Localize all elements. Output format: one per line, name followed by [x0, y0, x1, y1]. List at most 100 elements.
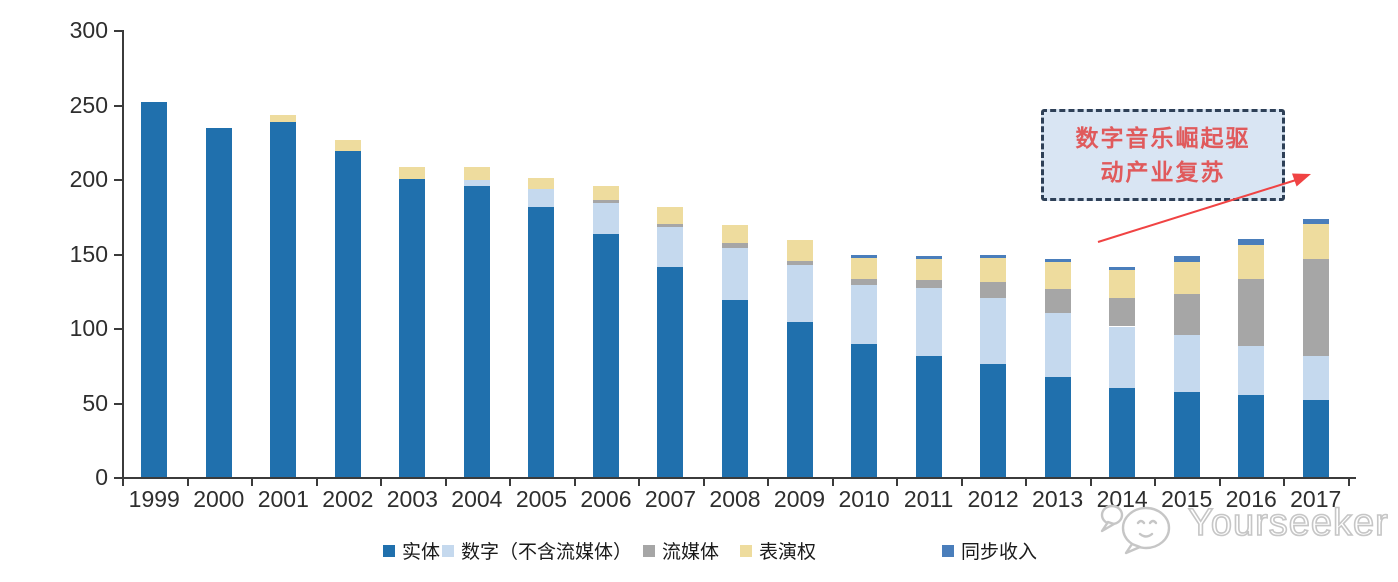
- bar-segment: [528, 189, 555, 208]
- x-tick: [638, 479, 641, 486]
- legend-label: 数字（不含流媒体）: [461, 542, 633, 563]
- y-tick: [114, 30, 122, 32]
- bar-segment: [722, 225, 748, 244]
- bar-segment: [1302, 219, 1329, 224]
- bar-segment: [851, 344, 878, 477]
- bar-segment: [915, 356, 942, 477]
- bar-segment: [657, 207, 684, 224]
- bar-segment: [141, 101, 168, 477]
- x-tick-label: 2012: [967, 486, 1019, 512]
- y-tick: [114, 328, 122, 330]
- x-tick: [1089, 479, 1092, 486]
- bar-segment: [399, 167, 426, 179]
- bar-segment: [1173, 392, 1200, 477]
- bar-segment: [1109, 326, 1136, 388]
- bar-segment: [722, 247, 748, 300]
- y-tick-label: 50: [82, 389, 108, 416]
- x-tick-label: 2007: [644, 486, 697, 512]
- x-tick: [444, 479, 447, 486]
- bar-segment: [592, 202, 619, 235]
- y-tick: [114, 179, 122, 181]
- y-tick-label: 300: [69, 17, 108, 43]
- annotation-line1: 数字音乐崛起驱: [1075, 125, 1251, 151]
- annotation-text: 数字音乐崛起驱 动产业复苏: [1076, 121, 1251, 189]
- legend-item: 同步收入: [942, 537, 1037, 564]
- legend-swatch: [942, 544, 954, 557]
- x-tick-label: 1999: [128, 486, 180, 512]
- x-tick: [767, 479, 770, 486]
- legend-label: 实体: [402, 542, 441, 563]
- bar-segment: [1173, 335, 1200, 393]
- x-tick: [1154, 479, 1157, 486]
- legend-item: 表演权: [740, 537, 816, 564]
- bar-segment: [851, 284, 878, 345]
- x-tick-label: 2006: [580, 486, 632, 512]
- bar-segment: [1238, 278, 1265, 346]
- bar-segment: [205, 128, 232, 477]
- annotation-line2: 动产业复苏: [1100, 159, 1226, 185]
- bar-segment: [722, 299, 748, 477]
- x-tick-label: 2002: [322, 486, 374, 512]
- x-tick: [896, 479, 899, 486]
- x-tick: [122, 479, 124, 486]
- x-tick: [573, 479, 576, 486]
- bar-segment: [1109, 269, 1136, 299]
- x-tick-label: 2011: [903, 486, 954, 512]
- x-tick: [380, 479, 383, 486]
- x-tick: [1218, 479, 1221, 486]
- bar-segment: [915, 256, 942, 260]
- watermark-text: Yourseeker: [1187, 501, 1389, 545]
- legend-swatch: [740, 544, 752, 557]
- bar-segment: [980, 254, 1007, 258]
- x-tick: [315, 479, 318, 486]
- bar-segment: [1173, 256, 1200, 263]
- legend-item: 流媒体: [643, 537, 719, 564]
- bar-segment: [1302, 399, 1329, 477]
- bar-segment: [334, 140, 361, 151]
- legend-item: 数字（不含流媒体）: [442, 537, 632, 564]
- bar-segment: [334, 150, 361, 477]
- bar-segment: [851, 257, 878, 279]
- bar-segment: [657, 223, 684, 227]
- bar-segment: [980, 281, 1007, 299]
- bar-segment: [1302, 259, 1329, 357]
- bar-segment: [722, 243, 748, 248]
- x-tick-label: 2008: [709, 486, 761, 512]
- bar-segment: [1044, 313, 1071, 378]
- bar-segment: [1109, 266, 1136, 270]
- bar-segment: [399, 179, 426, 477]
- watermark: Yourseeker: [1098, 498, 1389, 556]
- x-tick: [186, 479, 189, 486]
- bar-segment: [1109, 387, 1136, 477]
- x-tick-label: 2017: [1290, 486, 1342, 512]
- bar-segment: [851, 254, 878, 258]
- x-tick: [1348, 479, 1350, 486]
- bar-segment: [463, 180, 490, 187]
- y-tick-label: 150: [69, 240, 108, 267]
- bar-segment: [270, 122, 297, 477]
- legend-swatch: [383, 544, 395, 557]
- yourseeker-logo-icon: [1100, 504, 1171, 555]
- bar-segment: [915, 259, 942, 281]
- bar-segment: [1173, 262, 1200, 294]
- bar-segment: [1302, 223, 1329, 260]
- bar-segment: [915, 280, 942, 288]
- bar-segment: [851, 278, 878, 285]
- y-tick-label: 100: [69, 315, 108, 341]
- y-tick: [114, 477, 122, 479]
- legend-swatch: [643, 544, 655, 557]
- bar-segment: [786, 260, 813, 266]
- y-tick: [114, 253, 122, 256]
- bar-segment: [657, 226, 684, 267]
- x-axis-line: [122, 477, 1356, 479]
- x-tick-label: 2005: [515, 486, 567, 512]
- legend-label: 同步收入: [961, 542, 1038, 563]
- x-tick: [831, 479, 834, 486]
- bar-segment: [1173, 293, 1200, 336]
- bar-segment: [1044, 259, 1071, 263]
- bar-segment: [786, 265, 813, 323]
- y-tick: [114, 402, 122, 405]
- bar-segment: [786, 322, 813, 477]
- bar-segment: [463, 186, 490, 477]
- x-tick: [702, 479, 705, 486]
